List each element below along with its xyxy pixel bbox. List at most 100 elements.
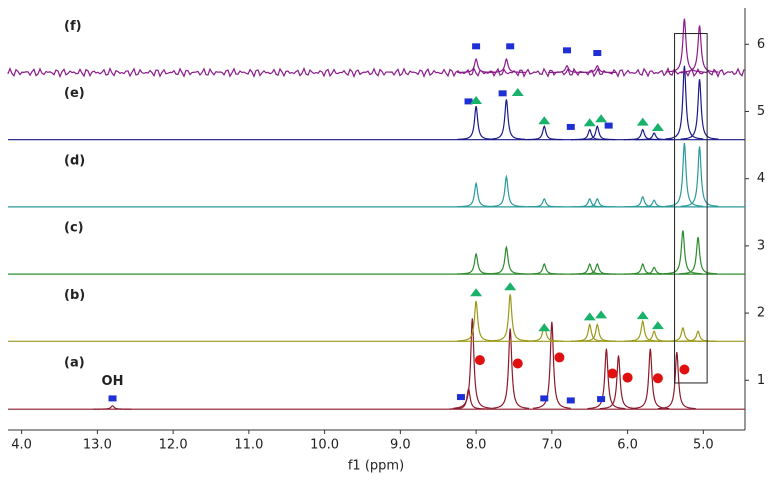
peak — [491, 328, 530, 409]
y-tick-label: 3 — [757, 238, 765, 253]
marker-triangle — [583, 118, 596, 127]
peak — [525, 197, 564, 208]
peak — [525, 263, 564, 275]
peak — [663, 230, 702, 275]
peak — [623, 263, 662, 275]
peak — [487, 57, 526, 73]
annotation: OH — [102, 374, 124, 389]
marker-square — [472, 43, 481, 50]
x-tick-label: 9.0 — [390, 438, 411, 453]
y-tick-label: 4 — [757, 171, 765, 186]
peak — [680, 146, 719, 207]
peak — [657, 351, 696, 410]
peak — [570, 263, 609, 275]
marker-square — [456, 394, 465, 401]
peak — [487, 99, 526, 140]
marker-circle — [679, 364, 690, 375]
peak — [93, 405, 132, 410]
marker-triangle — [511, 87, 524, 96]
marker-square — [593, 50, 602, 57]
marker-square — [498, 90, 507, 97]
peak — [680, 79, 719, 140]
x-tick-label: 13.0 — [83, 438, 112, 453]
peak — [587, 348, 626, 410]
peak — [665, 65, 704, 140]
peak — [525, 125, 564, 141]
marker-circle — [622, 372, 633, 383]
marker-triangle — [595, 114, 608, 123]
marker-triangle — [538, 323, 551, 332]
peak — [679, 330, 717, 342]
series-label: (d) — [64, 153, 85, 168]
marker-square — [566, 397, 575, 404]
peak — [457, 300, 496, 342]
peak — [570, 197, 609, 208]
marker-square — [562, 47, 571, 54]
marker-triangle — [504, 282, 517, 291]
marker-circle — [554, 352, 565, 363]
series-label: (e) — [64, 86, 85, 101]
peak — [487, 245, 526, 275]
marker-triangle — [470, 96, 483, 105]
marker-square — [566, 123, 575, 130]
marker-square — [604, 122, 613, 129]
x-tick-label: 4.0 — [11, 438, 32, 453]
y-tick-label: 2 — [757, 306, 765, 321]
series-label: (f) — [64, 19, 82, 34]
peak — [623, 128, 662, 141]
marker-square — [506, 43, 515, 50]
marker-circle — [474, 355, 485, 366]
marker-square — [464, 98, 473, 105]
peak — [623, 195, 662, 208]
peak — [578, 125, 617, 141]
x-tick-label: 7.0 — [542, 438, 563, 453]
peak — [453, 318, 492, 409]
marker-square — [540, 395, 549, 402]
peak — [457, 105, 496, 140]
y-tick-label: 1 — [757, 373, 765, 388]
peak — [578, 323, 617, 342]
marker-circle — [652, 373, 663, 384]
peak — [578, 65, 617, 74]
highlight-box — [674, 33, 708, 384]
marker-triangle — [636, 117, 649, 126]
peak — [487, 174, 526, 208]
peak — [578, 263, 617, 275]
peak — [679, 237, 717, 275]
peak — [665, 142, 704, 207]
series-label: (c) — [64, 221, 84, 236]
y-tick-label: 6 — [757, 37, 765, 52]
peak — [570, 128, 609, 141]
peak — [623, 319, 662, 342]
marker-triangle — [595, 310, 608, 319]
peak — [457, 181, 496, 208]
peak — [635, 132, 674, 141]
marker-square — [108, 395, 117, 402]
peak — [631, 348, 670, 410]
peak — [457, 57, 496, 73]
x-tick-label: 12.0 — [159, 438, 188, 453]
peak — [680, 25, 719, 73]
marker-triangle — [470, 288, 483, 297]
peak — [578, 197, 617, 208]
marker-triangle — [651, 321, 664, 330]
x-tick-label: 6.0 — [617, 438, 638, 453]
x-tick-label: 8.0 — [466, 438, 487, 453]
baseline — [7, 66, 745, 79]
peak — [665, 18, 704, 73]
marker-circle — [607, 368, 618, 379]
marker-triangle — [651, 122, 664, 131]
peak — [663, 326, 702, 342]
marker-triangle — [583, 312, 596, 321]
y-tick-label: 5 — [757, 104, 765, 119]
peak — [491, 294, 530, 342]
x-tick-label: 5.0 — [693, 438, 714, 453]
peak — [457, 252, 496, 275]
marker-triangle — [538, 116, 551, 125]
x-tick-label: 11.0 — [234, 438, 263, 453]
x-axis-label: f1 (ppm) — [348, 459, 404, 474]
peak — [599, 355, 638, 410]
marker-triangle — [636, 311, 649, 320]
marker-circle — [512, 358, 523, 369]
